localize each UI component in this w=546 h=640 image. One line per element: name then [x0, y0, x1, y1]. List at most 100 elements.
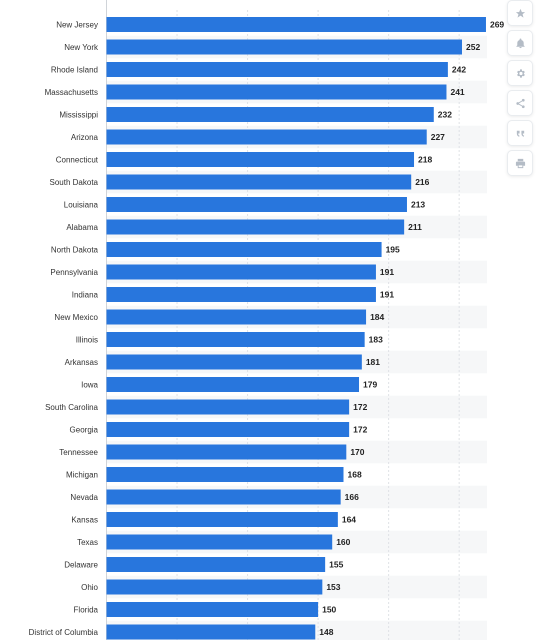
bar[interactable] [106, 107, 434, 122]
category-label: Nevada [70, 493, 98, 502]
category-label: Arizona [71, 133, 99, 142]
value-label: 181 [366, 357, 380, 367]
value-label: 168 [347, 470, 361, 480]
value-label: 191 [380, 290, 394, 300]
category-label: New Mexico [54, 313, 98, 322]
bar[interactable] [106, 152, 415, 167]
value-label: 241 [450, 87, 464, 97]
value-label: 191 [380, 267, 394, 277]
value-label: 216 [415, 177, 429, 187]
value-label: 195 [386, 245, 400, 255]
value-label: 242 [452, 65, 466, 75]
value-label: 153 [326, 582, 340, 592]
bar[interactable] [106, 467, 344, 482]
category-label: Louisiana [64, 201, 99, 210]
gear-icon [516, 68, 525, 78]
category-label: Illinois [76, 336, 98, 345]
category-labels: New Jersey New York Rhode Island Massachuse… [29, 21, 99, 638]
value-label: 172 [353, 425, 367, 435]
value-label: 227 [431, 132, 445, 142]
bar[interactable] [106, 62, 448, 77]
value-label: 184 [370, 312, 384, 322]
star-icon [515, 8, 525, 18]
category-label: Pennsylvania [50, 268, 98, 277]
bar[interactable] [106, 17, 486, 32]
category-label: Ohio [81, 583, 98, 592]
category-label: South Dakota [50, 178, 99, 187]
value-label: 155 [329, 560, 343, 570]
category-label: South Carolina [45, 403, 98, 412]
value-label: 218 [418, 155, 432, 165]
bar[interactable] [106, 287, 376, 302]
bar[interactable] [106, 624, 316, 640]
bar[interactable] [106, 422, 350, 437]
bar[interactable] [106, 579, 323, 595]
bar[interactable] [106, 332, 365, 347]
category-label: Florida [74, 606, 99, 615]
bar[interactable] [106, 354, 362, 370]
category-label: District of Columbia [29, 628, 99, 637]
value-label: 183 [369, 335, 383, 345]
value-label: 232 [438, 110, 452, 120]
bar[interactable] [106, 444, 347, 460]
category-label: Connecticut [56, 156, 99, 165]
category-label: Michigan [66, 471, 98, 480]
value-label: 213 [411, 200, 425, 210]
value-label: 172 [353, 402, 367, 412]
category-label: Texas [77, 538, 98, 547]
value-label: 166 [345, 492, 359, 502]
value-label: 211 [408, 222, 422, 232]
value-label: 160 [336, 537, 350, 547]
bar[interactable] [106, 377, 360, 392]
category-label: Tennessee [59, 448, 98, 457]
category-label: Delaware [64, 561, 98, 570]
category-label: Rhode Island [51, 66, 98, 75]
category-label: North Dakota [51, 246, 99, 255]
bar[interactable] [106, 242, 382, 257]
bar[interactable] [106, 489, 341, 505]
value-label: 150 [322, 605, 336, 615]
bell-icon [515, 37, 525, 48]
category-label: New York [64, 43, 99, 52]
share-icon [515, 98, 525, 108]
value-label: 179 [363, 380, 377, 390]
bar[interactable] [106, 219, 405, 235]
bar[interactable] [106, 39, 462, 55]
notification-button[interactable] [507, 30, 533, 56]
chart-toolbar [507, 0, 533, 176]
bar[interactable] [106, 399, 350, 415]
share-button[interactable] [507, 90, 533, 116]
favorite-button[interactable] [507, 0, 533, 26]
bar[interactable] [106, 84, 447, 100]
value-label: 148 [319, 627, 333, 637]
print-icon [515, 158, 525, 168]
bar[interactable] [106, 512, 338, 527]
bar[interactable] [106, 602, 319, 617]
value-label: 164 [342, 515, 356, 525]
value-label: 170 [350, 447, 364, 457]
value-label: 252 [466, 42, 480, 52]
category-label: Indiana [72, 291, 99, 300]
value-label: 269 [490, 20, 504, 30]
cite-button[interactable] [507, 120, 533, 146]
bar[interactable] [106, 174, 412, 190]
category-label: Alabama [66, 223, 98, 232]
bar[interactable] [106, 129, 427, 145]
bar[interactable] [106, 557, 326, 572]
bar[interactable] [106, 309, 367, 325]
category-label: Massachusetts [45, 88, 98, 97]
bar[interactable] [106, 264, 376, 280]
print-button[interactable] [507, 150, 533, 176]
category-label: Iowa [81, 381, 98, 390]
category-label: Mississippi [59, 111, 98, 120]
category-label: Kansas [71, 516, 98, 525]
value-labels: 269 252 242 241 232 227 218 216 213 211 195 191 191 1… [319, 20, 504, 638]
bar[interactable] [106, 197, 407, 212]
bar[interactable] [106, 534, 333, 550]
bars [106, 17, 486, 640]
category-label: Georgia [70, 426, 99, 435]
settings-button[interactable] [507, 60, 533, 86]
category-label: Arkansas [65, 358, 98, 367]
quote-icon [516, 130, 524, 137]
